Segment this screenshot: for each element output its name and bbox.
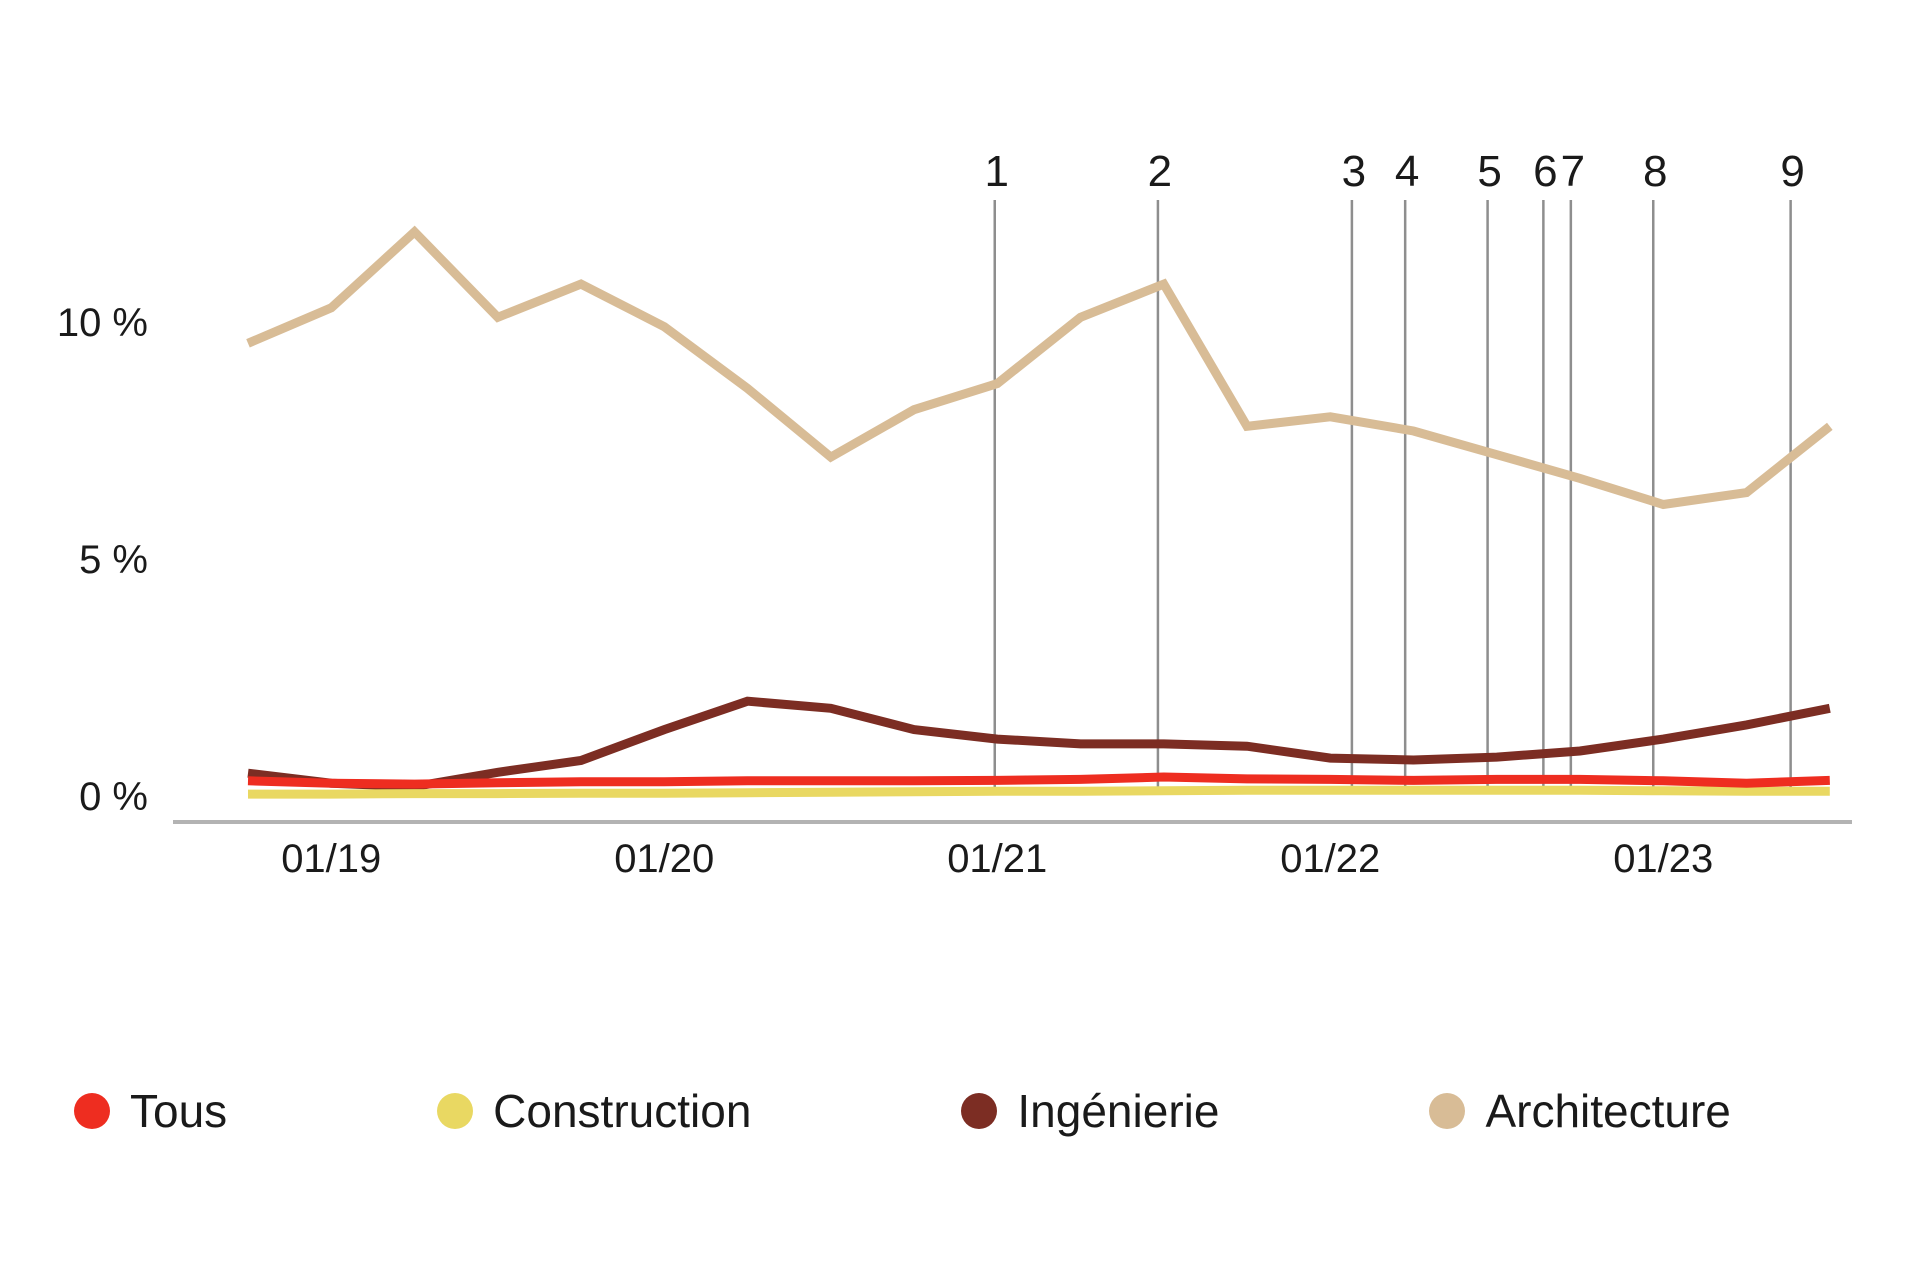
legend-item-tous: Tous [74, 1088, 227, 1134]
legend-item-architecture: Architecture [1429, 1085, 1731, 1137]
x-tick-label: 01/19 [281, 837, 381, 881]
x-tick-label: 01/20 [614, 837, 714, 881]
event-marker-label: 3 [1342, 147, 1366, 196]
chart-legend: Tous Construction Ingénierie Architectur… [74, 1088, 1731, 1134]
event-marker-label: 5 [1477, 147, 1501, 196]
event-marker-label: 2 [1148, 147, 1172, 196]
y-axis-labels: 0 % 5 % 10 % [57, 301, 148, 819]
event-marker-label: 4 [1395, 147, 1419, 196]
x-tick-label: 01/21 [947, 837, 1047, 881]
event-marker-label: 8 [1643, 147, 1667, 196]
tous-dot-icon [74, 1093, 110, 1129]
legend-item-construction: Construction [437, 1088, 751, 1134]
ingenierie-dot-icon [961, 1093, 998, 1129]
series-line-architecture [246, 225, 1833, 510]
y-tick-label: 5 % [79, 538, 148, 582]
line-chart-canvas: 1 2 3 4 5 6 7 8 90 %5 %10 %01/19 01/20 01/21 01/22 0… [57, 147, 1852, 881]
event-marker-label: 7 [1561, 147, 1585, 196]
event-marker-label: 6 [1533, 147, 1557, 196]
x-axis-labels: 01/19 01/20 01/21 01/22 01/23 [281, 837, 1713, 881]
legend-item-ingenierie: Ingénierie [961, 1088, 1219, 1134]
architecture-dot-icon [1429, 1093, 1466, 1129]
series-line-tous [247, 772, 1830, 789]
series-line-ingénierie [247, 696, 1831, 792]
event-marker-label: 1 [985, 147, 1009, 196]
legend-label: Tous [130, 1085, 228, 1137]
construction-dot-icon [437, 1093, 474, 1129]
x-tick-label: 01/23 [1613, 837, 1713, 881]
x-tick-label: 01/22 [1280, 837, 1380, 881]
series-line-construction [248, 785, 1830, 799]
y-tick-label: 10 % [57, 301, 148, 345]
event-marker-label: 9 [1780, 147, 1804, 196]
legend-label: Architecture [1485, 1085, 1731, 1137]
legend-label: Ingénierie [1017, 1085, 1220, 1137]
legend-label: Construction [493, 1085, 752, 1137]
y-tick-label: 0 % [79, 775, 148, 819]
